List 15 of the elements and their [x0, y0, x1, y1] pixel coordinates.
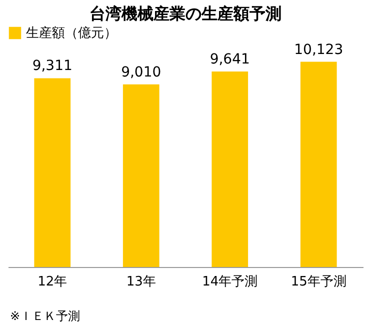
legend-label: 生産額（億元） [26, 25, 117, 41]
x-tick-label: 15年予測 [290, 274, 346, 290]
x-tick-label: 13年 [126, 274, 156, 290]
bar [122, 84, 160, 267]
x-tick-label: 12年 [38, 274, 68, 290]
bar [34, 78, 71, 267]
data-label: 10,123 [294, 42, 344, 58]
bar [300, 62, 337, 267]
chart-title: 台湾機械産業の生産額予測 [90, 4, 282, 23]
text: ※ＩＥＫ予測 [9, 308, 82, 325]
x-tick-label: 14年予測 [202, 274, 258, 290]
data-label: 9,641 [210, 52, 250, 68]
data-label: 9,311 [32, 58, 72, 74]
bar [212, 72, 248, 267]
data-label: 9,010 [121, 64, 162, 80]
